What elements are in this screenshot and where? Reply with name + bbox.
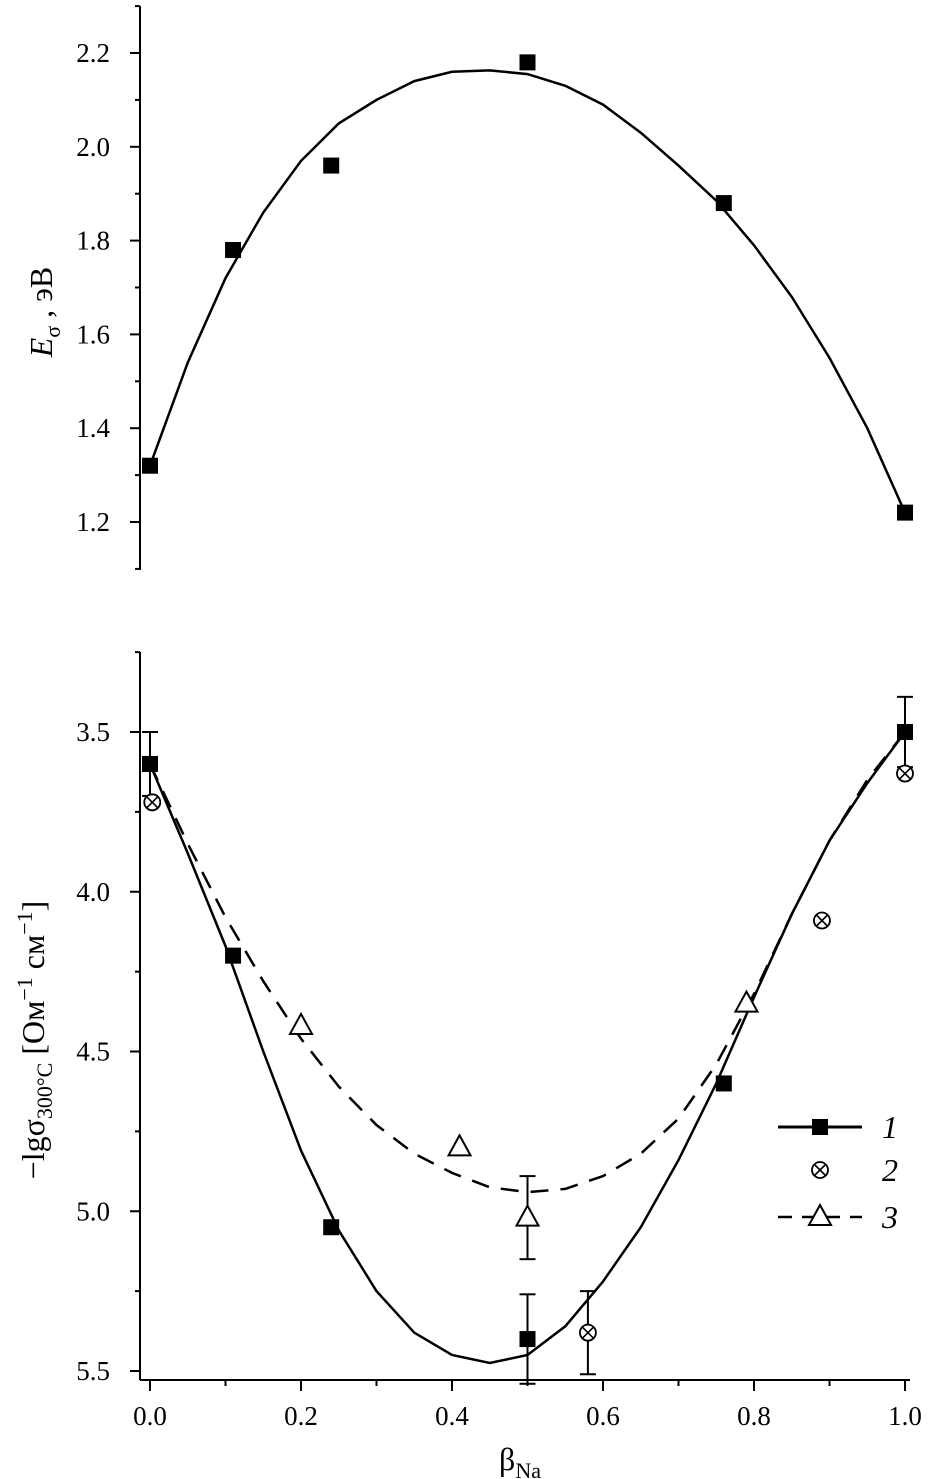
bottom-y-axis-label: −lgσ300°C [Ом−1 см−1] bbox=[12, 901, 57, 1180]
bottom-y-tick-label: 4.0 bbox=[76, 877, 110, 907]
bottom-y-tick-label: 3.5 bbox=[76, 717, 110, 747]
top-data-point bbox=[142, 457, 158, 474]
top-data-point bbox=[225, 241, 242, 258]
series-1-point bbox=[323, 1219, 340, 1236]
series-1-fit-curve bbox=[148, 731, 907, 1365]
series-1-point bbox=[142, 755, 158, 772]
x-tick-label: 0.2 bbox=[284, 1401, 318, 1431]
bottom-y-tick-label: 5.0 bbox=[76, 1196, 110, 1226]
bottom-y-tick-label: 5.5 bbox=[76, 1356, 110, 1386]
legend-marker-2 bbox=[811, 1161, 829, 1179]
series-3-point bbox=[446, 1133, 473, 1157]
top-y-axis-label: Eσ , эВ bbox=[23, 267, 65, 358]
bottom-y-tick-label: 4.5 bbox=[76, 1037, 110, 1067]
top-data-point bbox=[519, 54, 536, 71]
x-tick-label: 1.0 bbox=[888, 1401, 922, 1431]
x-axis-label: βNa bbox=[499, 1441, 541, 1479]
series-1-point bbox=[225, 947, 242, 964]
top-y-tick-label: 1.8 bbox=[76, 226, 110, 256]
top-y-tick-label: 1.2 bbox=[76, 507, 110, 537]
series-3-point bbox=[733, 989, 760, 1013]
legend-marker-2-cross bbox=[813, 1163, 827, 1177]
legend-marker-1 bbox=[812, 1119, 828, 1135]
series-3-fit-curve bbox=[148, 731, 906, 1194]
series-2-point bbox=[143, 793, 162, 812]
series-2-point-cross bbox=[146, 796, 159, 809]
top-data-point bbox=[323, 157, 340, 174]
series-3-point bbox=[288, 1011, 314, 1035]
series-2-point-cross bbox=[581, 1326, 594, 1339]
legend-label-2: 2 bbox=[882, 1152, 898, 1188]
series-2-point bbox=[813, 911, 831, 930]
top-panel-energy: 1.2 1.4 1.6 1.8 2.0 2.2 bbox=[76, 5, 913, 570]
legend-marker-3 bbox=[807, 1202, 833, 1226]
x-tick-label: 0.4 bbox=[435, 1401, 469, 1431]
legend-label-1: 1 bbox=[882, 1109, 898, 1145]
series-2-point-cross bbox=[898, 767, 912, 780]
series-2-point bbox=[896, 764, 914, 783]
x-tick-label: 0.0 bbox=[133, 1401, 167, 1431]
series-2-point bbox=[579, 1323, 597, 1342]
legend-label-3: 3 bbox=[881, 1199, 898, 1235]
series-1-point bbox=[897, 724, 913, 740]
top-y-tick-label: 1.4 bbox=[76, 413, 110, 443]
top-data-point bbox=[897, 504, 913, 521]
series-3-point bbox=[514, 1203, 541, 1227]
x-tick-label: 0.6 bbox=[586, 1401, 620, 1431]
top-data-point bbox=[715, 195, 732, 212]
legend: 1 2 3 bbox=[778, 1109, 898, 1235]
series-2-point-cross bbox=[815, 914, 829, 927]
series-1-point bbox=[715, 1075, 732, 1092]
top-y-tick-label: 2.0 bbox=[76, 132, 110, 162]
series-1-point bbox=[519, 1331, 536, 1348]
top-y-tick-label: 1.6 bbox=[76, 319, 110, 349]
bottom-panel-conductivity: 3.5 4.0 4.5 5.0 5.5 0.0 0.2 0.4 0.6 0.8 1.0 1 2 3 bbox=[76, 651, 922, 1431]
x-tick-label: 0.8 bbox=[737, 1401, 771, 1431]
top-y-tick-label: 2.2 bbox=[76, 38, 110, 68]
top-fit-curve bbox=[148, 69, 907, 514]
